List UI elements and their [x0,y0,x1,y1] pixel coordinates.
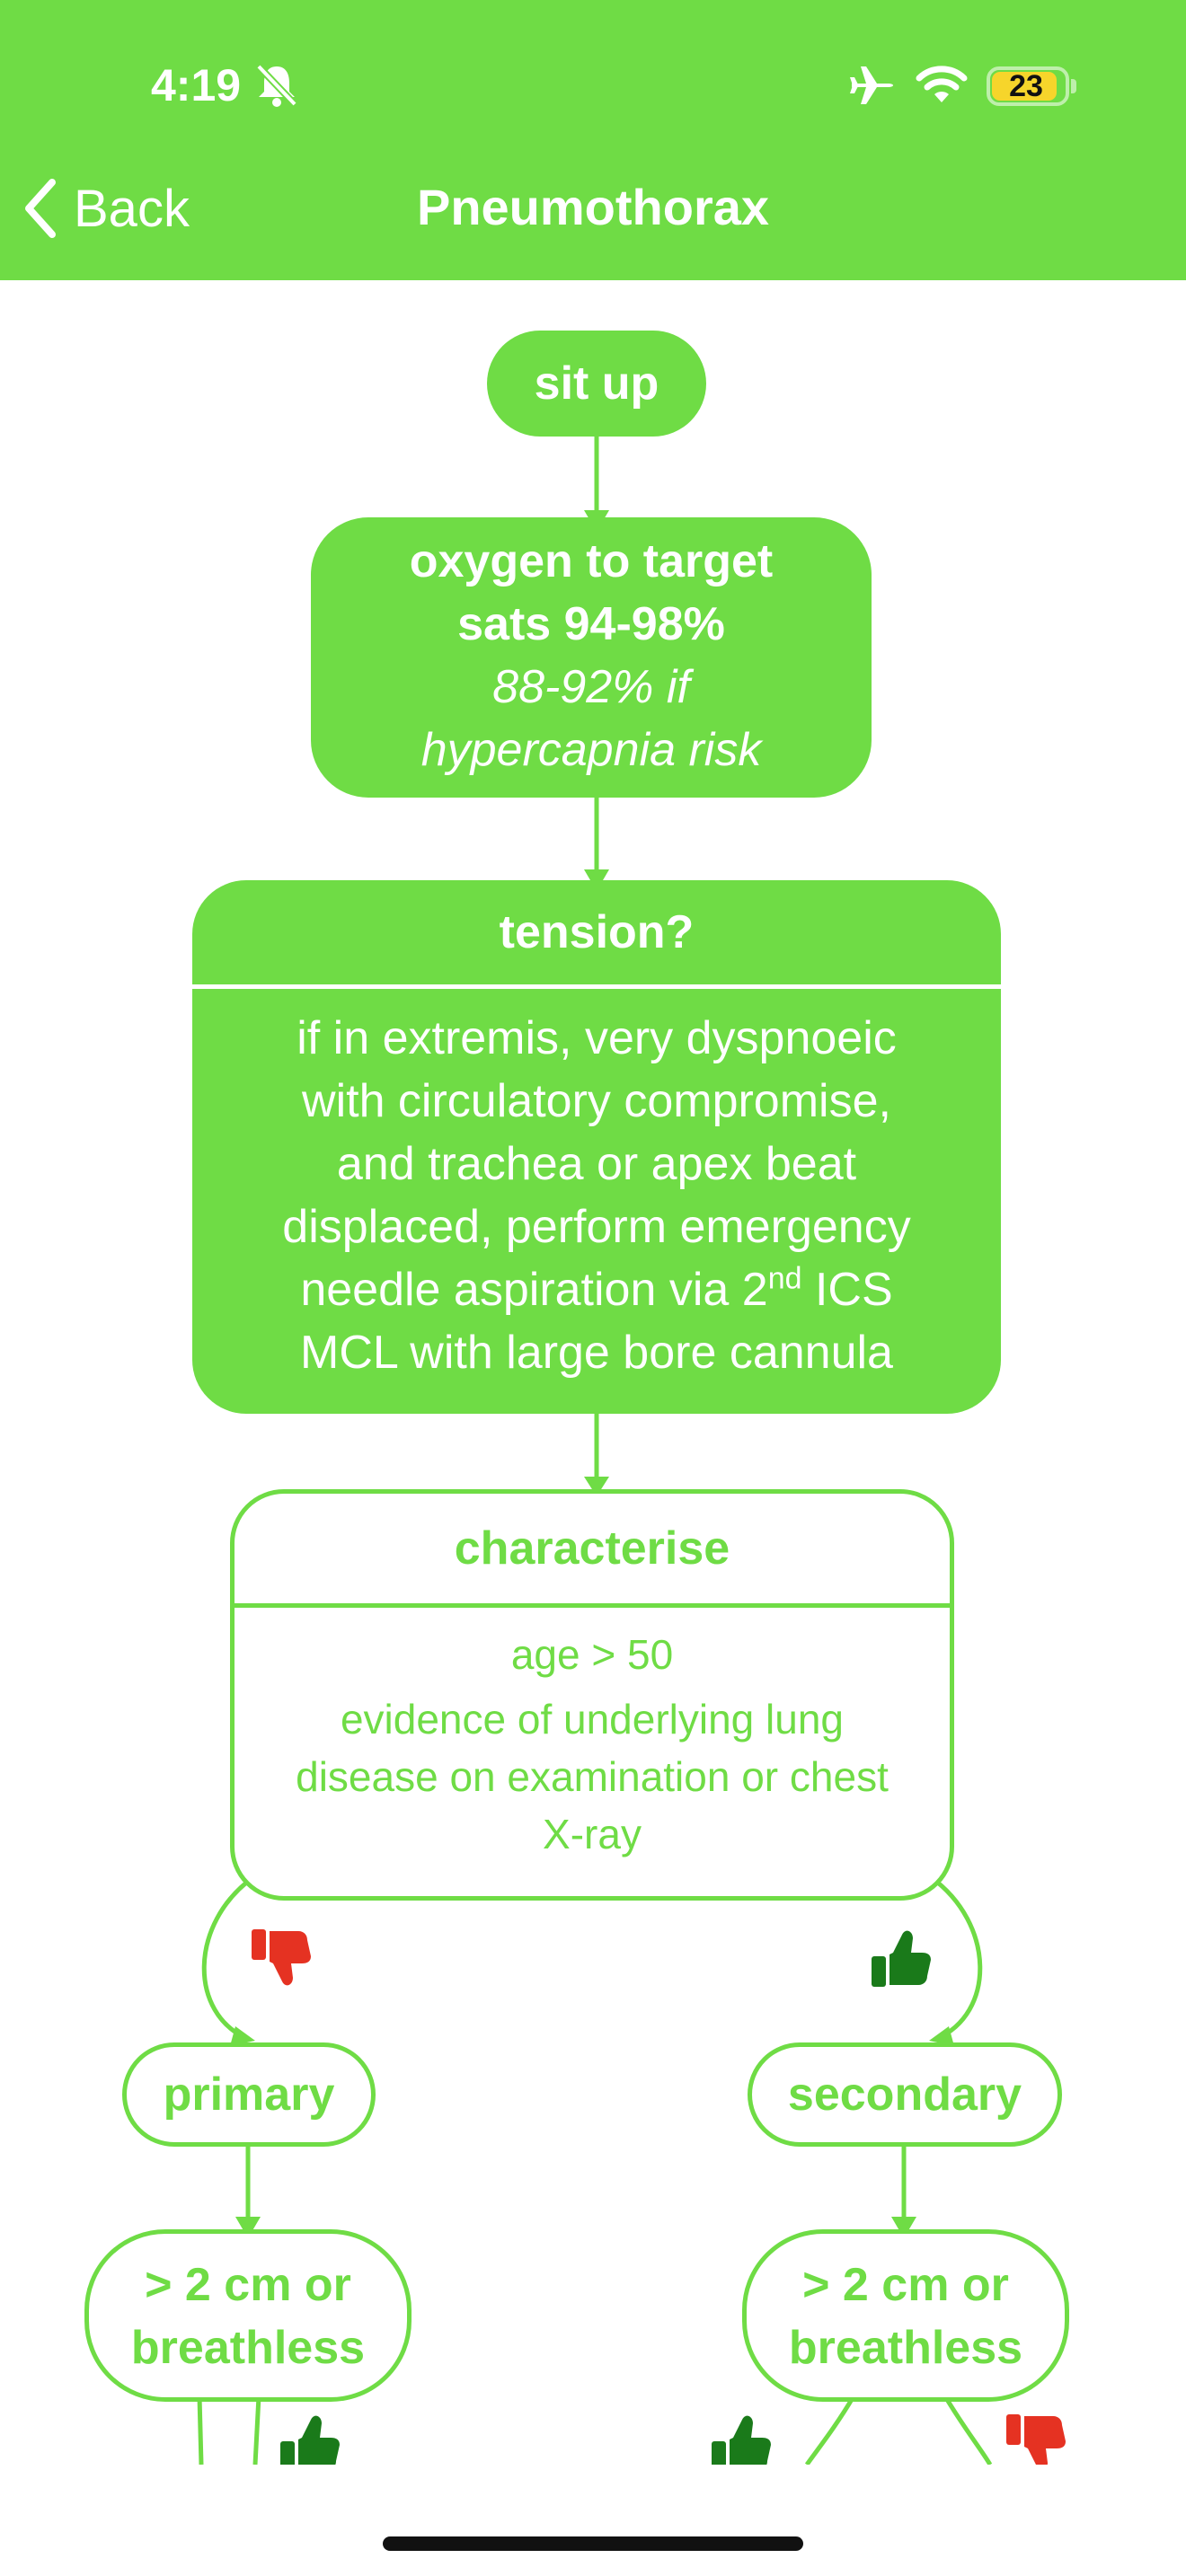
flow-connectors [197,437,993,2465]
oxygen-line4: hypercapnia risk [420,724,762,776]
tension-heading: tension? [499,906,695,958]
right-question-line1: > 2 cm or [802,2259,1009,2311]
tension-line5: needle aspiration via 2nd ICS [300,1261,893,1316]
node-sit-up: sit up [487,331,706,437]
left-question-line1: > 2 cm or [145,2259,351,2311]
left-question-line2: breathless [130,2322,366,2374]
tension-line2: with circulatory compromise, [302,1075,891,1127]
chevron-left-icon [25,179,56,238]
characterise-line1: age > 50 [510,1631,674,1678]
node-right-size-question: > 2 cm or breathless [742,2229,1069,2402]
node-left-size-question: > 2 cm or breathless [84,2229,412,2402]
battery-tip [1071,79,1076,93]
oxygen-line1: oxygen to target [409,535,774,587]
node-primary: primary [122,2042,376,2147]
thumbs-up-icon [712,2411,773,2472]
characterise-line3: disease on examination or chest [296,1753,889,1800]
airplane-icon [848,65,895,110]
characterise-line4: X-ray [543,1811,642,1857]
tension-divider [192,984,1001,989]
silent-bell-icon [255,63,298,112]
node-oxygen: oxygen to target sats 94-98% 88-92% if h… [311,517,872,798]
battery-icon: 23 [987,66,1069,106]
battery-level: 23 [1009,69,1043,103]
node-tension: tension? if in extremis, very dyspnoeic … [192,880,1001,1414]
characterise-divider [235,1603,950,1608]
status-time: 4:19 [151,60,242,110]
right-question-line2: breathless [788,2322,1023,2374]
tension-line6: MCL with large bore cannula [300,1327,893,1379]
node-characterise: characterise age > 50 evidence of underl… [230,1489,954,1901]
back-label: Back [74,179,190,238]
flowchart: sit up oxygen to target sats 94-98% 88-9… [0,280,1186,2472]
page-title: Pneumothorax [416,179,770,235]
thumbs-up-icon [280,2411,341,2472]
characterise-line2: evidence of underlying lung [340,1696,845,1742]
tension-line4: displaced, perform emergency [282,1201,911,1253]
app-header: 4:19 23 Back Pneumothorax [0,0,1186,280]
oxygen-line3: 88-92% if [492,661,690,713]
oxygen-line2: sats 94-98% [457,598,725,650]
home-indicator[interactable] [383,2536,803,2551]
thumbs-up-icon [872,1926,933,1993]
thumbs-down-icon [252,1928,313,1995]
characterise-heading: characterise [454,1522,730,1575]
node-secondary: secondary [748,2042,1062,2147]
tension-line3: and trachea or apex beat [336,1138,857,1190]
back-button[interactable]: Back [22,172,190,244]
tension-line1: if in extremis, very dyspnoeic [296,1012,897,1064]
wifi-icon [915,65,969,109]
thumbs-down-icon [1006,2413,1067,2471]
